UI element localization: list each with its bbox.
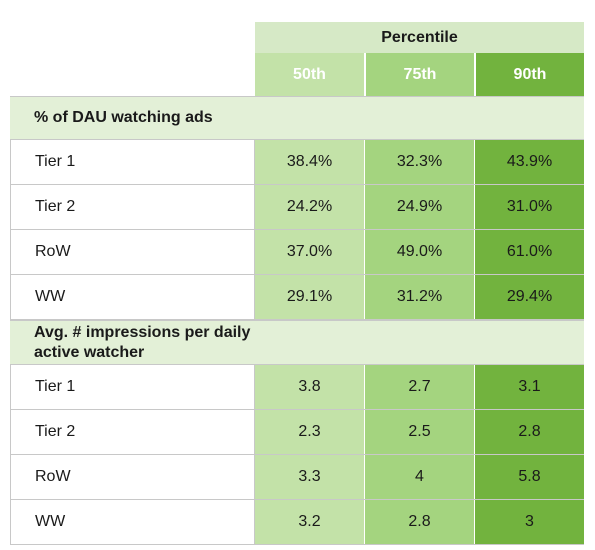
section-title: % of DAU watching ads bbox=[34, 109, 213, 126]
cell-50th: 29.1% bbox=[255, 275, 364, 319]
cell-90th: 5.8 bbox=[474, 455, 584, 499]
cell-50th: 37.0% bbox=[255, 230, 364, 274]
table-row: Tier 2 2.3 2.5 2.8 bbox=[10, 410, 584, 455]
section-title-line-2: active watcher bbox=[34, 343, 145, 361]
cell-75th: 4 bbox=[364, 455, 474, 499]
cell-75th: 2.8 bbox=[364, 500, 474, 544]
column-header-50th: 50th bbox=[255, 53, 364, 96]
row-label: Tier 2 bbox=[10, 185, 255, 229]
cell-50th: 2.3 bbox=[255, 410, 364, 454]
cell-50th: 3.2 bbox=[255, 500, 364, 544]
section-title-line-1: Avg. # impressions per daily bbox=[34, 323, 251, 341]
cell-90th: 31.0% bbox=[474, 185, 584, 229]
cell-90th: 61.0% bbox=[474, 230, 584, 274]
table-row: WW 29.1% 31.2% 29.4% bbox=[10, 275, 584, 320]
cell-50th: 38.4% bbox=[255, 140, 364, 184]
table-row: WW 3.2 2.8 3 bbox=[10, 500, 584, 545]
row-label: WW bbox=[10, 275, 255, 319]
cell-50th: 3.8 bbox=[255, 365, 364, 409]
percentile-header: Percentile bbox=[255, 22, 584, 53]
column-header-75th: 75th bbox=[364, 53, 474, 96]
row-label: Tier 1 bbox=[10, 365, 255, 409]
cell-50th: 3.3 bbox=[255, 455, 364, 499]
column-header-90th: 90th bbox=[474, 53, 584, 96]
table-row: RoW 3.3 4 5.8 bbox=[10, 455, 584, 500]
cell-75th: 32.3% bbox=[364, 140, 474, 184]
cell-90th: 3.1 bbox=[474, 365, 584, 409]
table-row: Tier 1 3.8 2.7 3.1 bbox=[10, 365, 584, 410]
cell-75th: 49.0% bbox=[364, 230, 474, 274]
row-label: WW bbox=[10, 500, 255, 544]
cell-75th: 31.2% bbox=[364, 275, 474, 319]
cell-50th: 24.2% bbox=[255, 185, 364, 229]
cell-75th: 24.9% bbox=[364, 185, 474, 229]
section-header-impressions: Avg. # impressions per daily active watc… bbox=[10, 320, 584, 365]
row-label: RoW bbox=[10, 230, 255, 274]
row-label: RoW bbox=[10, 455, 255, 499]
cell-90th: 3 bbox=[474, 500, 584, 544]
table-row: Tier 1 38.4% 32.3% 43.9% bbox=[10, 140, 584, 185]
cell-75th: 2.7 bbox=[364, 365, 474, 409]
table-row: RoW 37.0% 49.0% 61.0% bbox=[10, 230, 584, 275]
row-label: Tier 1 bbox=[10, 140, 255, 184]
cell-90th: 2.8 bbox=[474, 410, 584, 454]
row-label: Tier 2 bbox=[10, 410, 255, 454]
cell-90th: 43.9% bbox=[474, 140, 584, 184]
section-header-dau-watching-ads: % of DAU watching ads bbox=[10, 96, 584, 140]
cell-90th: 29.4% bbox=[474, 275, 584, 319]
cell-75th: 2.5 bbox=[364, 410, 474, 454]
table-row: Tier 2 24.2% 24.9% 31.0% bbox=[10, 185, 584, 230]
